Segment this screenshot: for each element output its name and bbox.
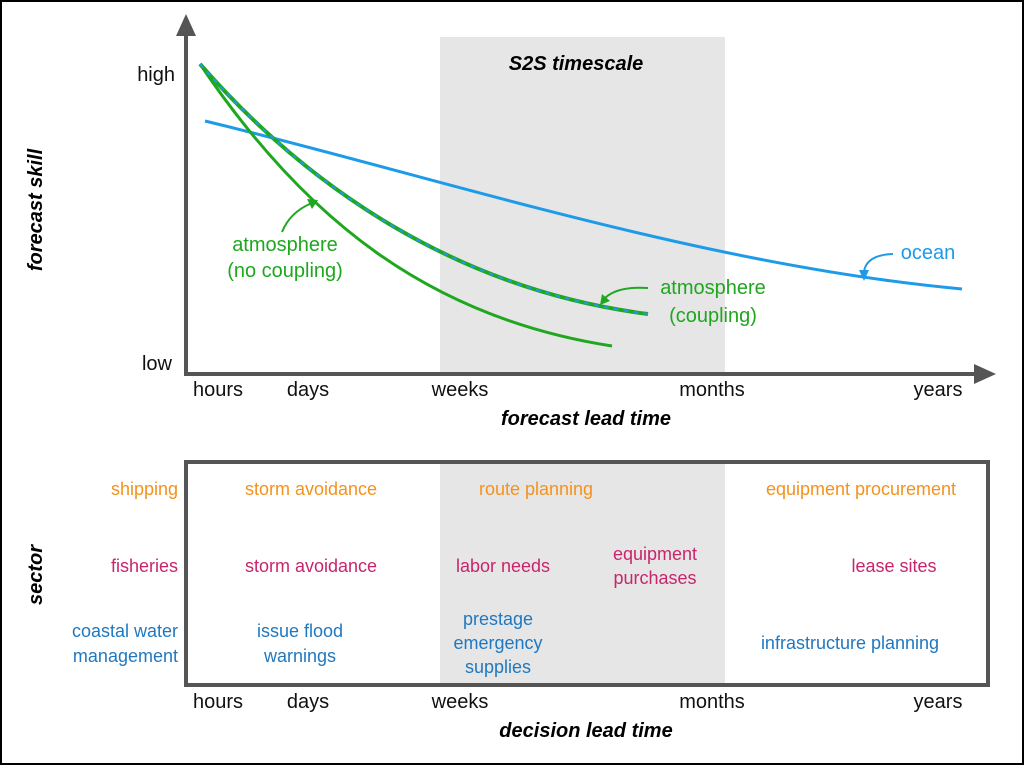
x-tick-days: days <box>287 379 329 401</box>
fisheries-storm-avoidance: storm avoidance <box>245 556 377 576</box>
coastal-prestage-3: supplies <box>465 657 531 677</box>
coastal-prestage-2: emergency <box>453 633 542 653</box>
bottom-tick-weeks: weeks <box>431 691 489 713</box>
y-label-high: high <box>137 64 175 86</box>
y-axis-arrow <box>176 14 196 36</box>
bottom-tick-days: days <box>287 691 329 713</box>
coastal-label-2: management <box>73 646 178 666</box>
atm-c-label-2: (coupling) <box>669 305 757 327</box>
sector-title: sector <box>25 544 47 605</box>
atmosphere-no-coupling-curve <box>198 63 613 348</box>
atm-c-pointer <box>604 286 649 299</box>
ocean-pointer <box>863 253 894 273</box>
shipping-label: shipping <box>111 479 178 499</box>
fisheries-equipment-1: equipment <box>613 544 697 564</box>
x-axis-title: forecast lead time <box>501 408 671 430</box>
atm-nc-pointer-head <box>307 199 318 209</box>
x-axis-arrow <box>974 364 996 384</box>
shipping-equipment-procurement: equipment procurement <box>766 479 956 499</box>
atm-c-pointer-head <box>600 294 610 305</box>
decision-axis-title: decision lead time <box>499 720 672 742</box>
fisheries-labor-needs: labor needs <box>456 556 550 576</box>
fisheries-label: fisheries <box>111 556 178 576</box>
fisheries-lease-sites: lease sites <box>851 556 936 576</box>
ocean-curve <box>204 119 963 291</box>
s2s-band-bottom <box>440 462 725 685</box>
ocean-label: ocean <box>901 242 956 264</box>
fisheries-equipment-2: purchases <box>613 568 696 588</box>
coastal-label-1: coastal water <box>72 621 178 641</box>
bottom-tick-years: years <box>914 691 963 713</box>
y-label-low: low <box>142 353 173 375</box>
sector-box <box>184 460 990 687</box>
x-tick-years: years <box>914 379 963 401</box>
atmosphere-coupling-dash <box>199 63 649 315</box>
shipping-storm-avoidance: storm avoidance <box>245 479 377 499</box>
coastal-flood-1: issue flood <box>257 621 343 641</box>
coastal-flood-2: warnings <box>263 646 336 666</box>
y-axis-title: forecast skill <box>25 148 47 271</box>
x-tick-hours: hours <box>193 379 243 401</box>
atm-nc-pointer <box>281 202 313 233</box>
shipping-route-planning: route planning <box>479 479 593 499</box>
atm-nc-label-1: atmosphere <box>232 234 338 256</box>
atm-nc-label-2: (no coupling) <box>227 260 343 282</box>
coastal-prestage-1: prestage <box>463 609 533 629</box>
atm-c-label-1: atmosphere <box>660 277 766 299</box>
x-tick-months: months <box>679 379 745 401</box>
bottom-tick-months: months <box>679 691 745 713</box>
ocean-pointer-head <box>859 270 869 281</box>
s2s-title: S2S timescale <box>509 53 644 75</box>
bottom-tick-hours: hours <box>193 691 243 713</box>
x-tick-weeks: weeks <box>431 379 489 401</box>
coastal-infrastructure: infrastructure planning <box>761 633 939 653</box>
s2s-band <box>440 37 725 372</box>
